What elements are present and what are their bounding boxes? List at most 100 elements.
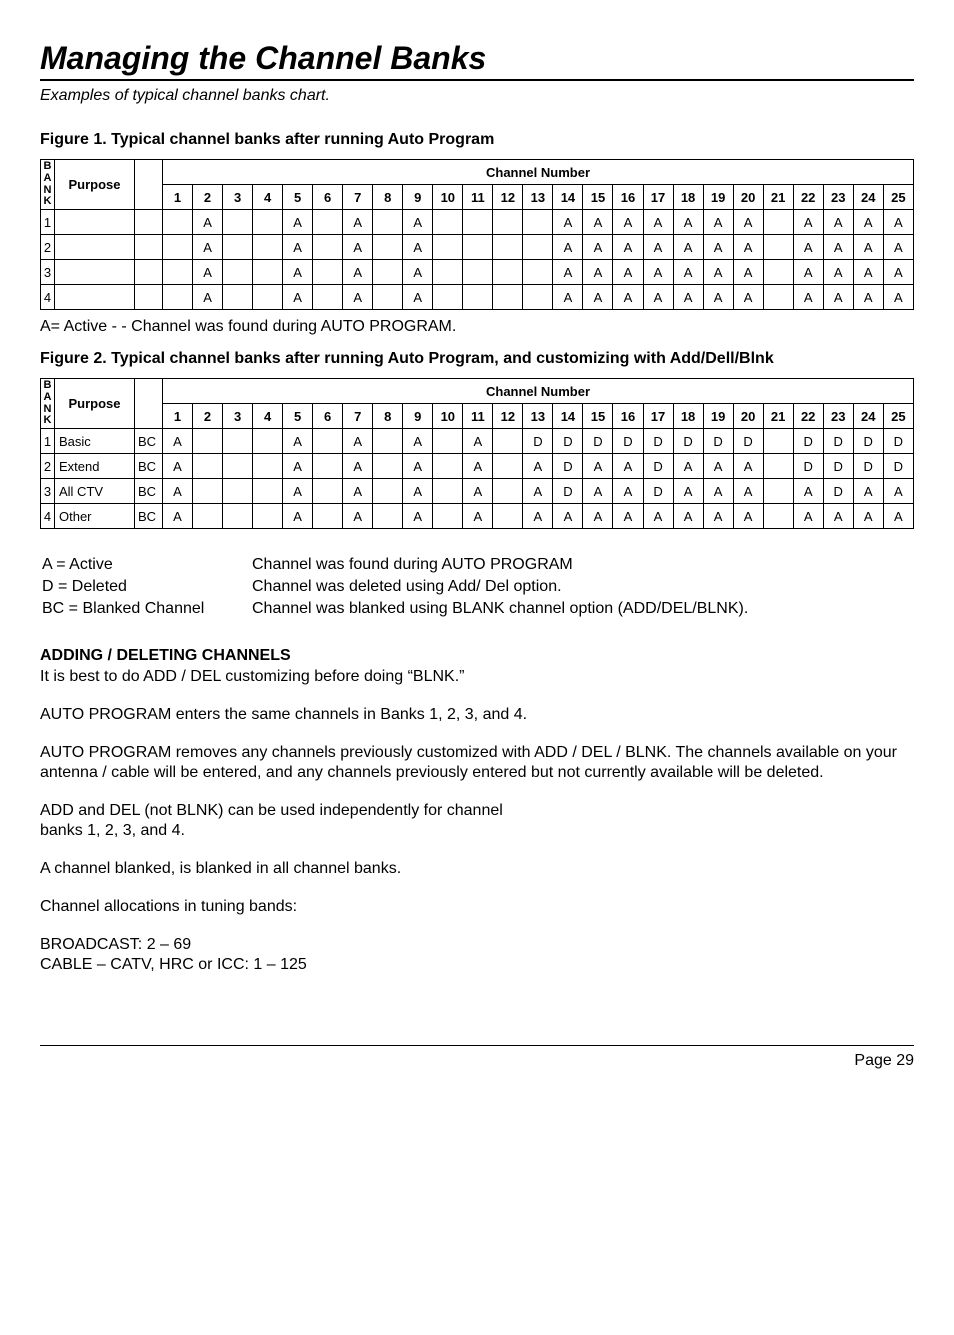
channel-cell: A — [703, 454, 733, 479]
channel-cell — [163, 285, 193, 310]
channel-cell — [163, 210, 193, 235]
page-title: Managing the Channel Banks — [40, 40, 914, 77]
bank-cell: 2 — [41, 235, 55, 260]
channel-cell: A — [643, 210, 673, 235]
column-number: 4 — [253, 404, 283, 429]
figure1-table: BANK Purpose Channel Number 123456789101… — [40, 159, 914, 310]
channel-cell: A — [613, 504, 643, 529]
channel-cell: A — [703, 235, 733, 260]
channel-cell — [433, 235, 463, 260]
column-number: 25 — [883, 404, 913, 429]
table-row: 1AAAAAAAAAAAAAAA — [41, 210, 914, 235]
channel-cell: A — [823, 285, 853, 310]
channel-cell — [763, 504, 793, 529]
column-number: 7 — [343, 404, 373, 429]
channel-cell — [223, 235, 253, 260]
channel-cell — [373, 210, 403, 235]
channel-cell — [253, 429, 283, 454]
legend-row: A = ActiveChannel was found during AUTO … — [42, 555, 756, 575]
channel-cell — [493, 210, 523, 235]
channel-cell — [373, 260, 403, 285]
figure1-body: 1AAAAAAAAAAAAAAA2AAAAAAAAAAAAAAA3AAAAAAA… — [41, 210, 914, 310]
channel-cell: A — [553, 504, 583, 529]
column-number: 22 — [793, 185, 823, 210]
legend-key: D = Deleted — [42, 577, 250, 597]
legend-row: D = DeletedChannel was deleted using Add… — [42, 577, 756, 597]
channel-cell — [253, 479, 283, 504]
channel-cell: A — [793, 235, 823, 260]
column-number: 19 — [703, 185, 733, 210]
column-number: 7 — [343, 185, 373, 210]
channel-cell: A — [193, 235, 223, 260]
channel-cell: D — [553, 479, 583, 504]
channel-cell: A — [733, 504, 763, 529]
channel-cell: D — [883, 454, 913, 479]
bc-cell — [135, 235, 163, 260]
channel-cell: A — [403, 210, 433, 235]
purpose-cell — [55, 235, 135, 260]
channel-cell: A — [703, 260, 733, 285]
channel-cell: D — [643, 454, 673, 479]
channel-cell: D — [823, 479, 853, 504]
channel-cell: A — [673, 285, 703, 310]
channel-cell: A — [793, 479, 823, 504]
channel-cell: A — [673, 260, 703, 285]
channel-cell: A — [703, 479, 733, 504]
channel-cell: A — [463, 504, 493, 529]
channel-cell: A — [193, 210, 223, 235]
channel-cell: A — [673, 504, 703, 529]
legend-row: BC = Blanked ChannelChannel was blanked … — [42, 599, 756, 619]
channel-cell — [373, 429, 403, 454]
channel-cell — [253, 210, 283, 235]
column-number: 24 — [853, 404, 883, 429]
table-row: 2ExtendBCAAAAAADAADAAADDDD — [41, 454, 914, 479]
column-number: 1 — [163, 404, 193, 429]
figure1-caption: Figure 1. Typical channel banks after ru… — [40, 131, 914, 149]
bc-cell: BC — [135, 429, 163, 454]
bc-cell — [135, 285, 163, 310]
table-row: 1BasicBCAAAAADDDDDDDDDDDD — [41, 429, 914, 454]
column-number: 3 — [223, 185, 253, 210]
channel-cell — [763, 479, 793, 504]
bc-cell — [135, 260, 163, 285]
table-row: 4OtherBCAAAAAAAAAAAAAAAAA — [41, 504, 914, 529]
channel-cell — [433, 454, 463, 479]
bank-cell: 1 — [41, 210, 55, 235]
column-numbers-row: 1234567891011121314151617181920212223242… — [41, 185, 914, 210]
channel-cell: A — [853, 285, 883, 310]
bank-header: BANK — [41, 160, 55, 210]
channel-cell — [253, 504, 283, 529]
channel-cell: A — [343, 210, 373, 235]
channel-cell: A — [283, 454, 313, 479]
column-number: 13 — [523, 404, 553, 429]
column-number: 11 — [463, 404, 493, 429]
channel-cell: A — [403, 260, 433, 285]
channel-cell — [433, 479, 463, 504]
column-number: 5 — [283, 404, 313, 429]
channel-cell: A — [523, 454, 553, 479]
channel-cell: A — [553, 235, 583, 260]
channel-cell: A — [733, 285, 763, 310]
channel-cell: A — [643, 235, 673, 260]
channel-cell — [493, 260, 523, 285]
channel-cell — [763, 260, 793, 285]
channel-cell: A — [613, 479, 643, 504]
channel-cell: A — [853, 235, 883, 260]
channel-cell: A — [883, 285, 913, 310]
channel-cell: A — [403, 285, 433, 310]
table-row: 3All CTVBCAAAAAADAADAAAADAA — [41, 479, 914, 504]
column-number: 20 — [733, 404, 763, 429]
channel-cell — [463, 235, 493, 260]
channel-cell — [223, 210, 253, 235]
column-number: 4 — [253, 185, 283, 210]
channel-cell: A — [343, 235, 373, 260]
channel-cell — [373, 504, 403, 529]
channel-cell: D — [853, 454, 883, 479]
channel-cell: A — [403, 454, 433, 479]
channel-cell: D — [823, 454, 853, 479]
channel-cell: A — [823, 504, 853, 529]
channel-cell — [223, 260, 253, 285]
channel-cell: A — [733, 260, 763, 285]
table-row: 2AAAAAAAAAAAAAAA — [41, 235, 914, 260]
column-number: 10 — [433, 185, 463, 210]
